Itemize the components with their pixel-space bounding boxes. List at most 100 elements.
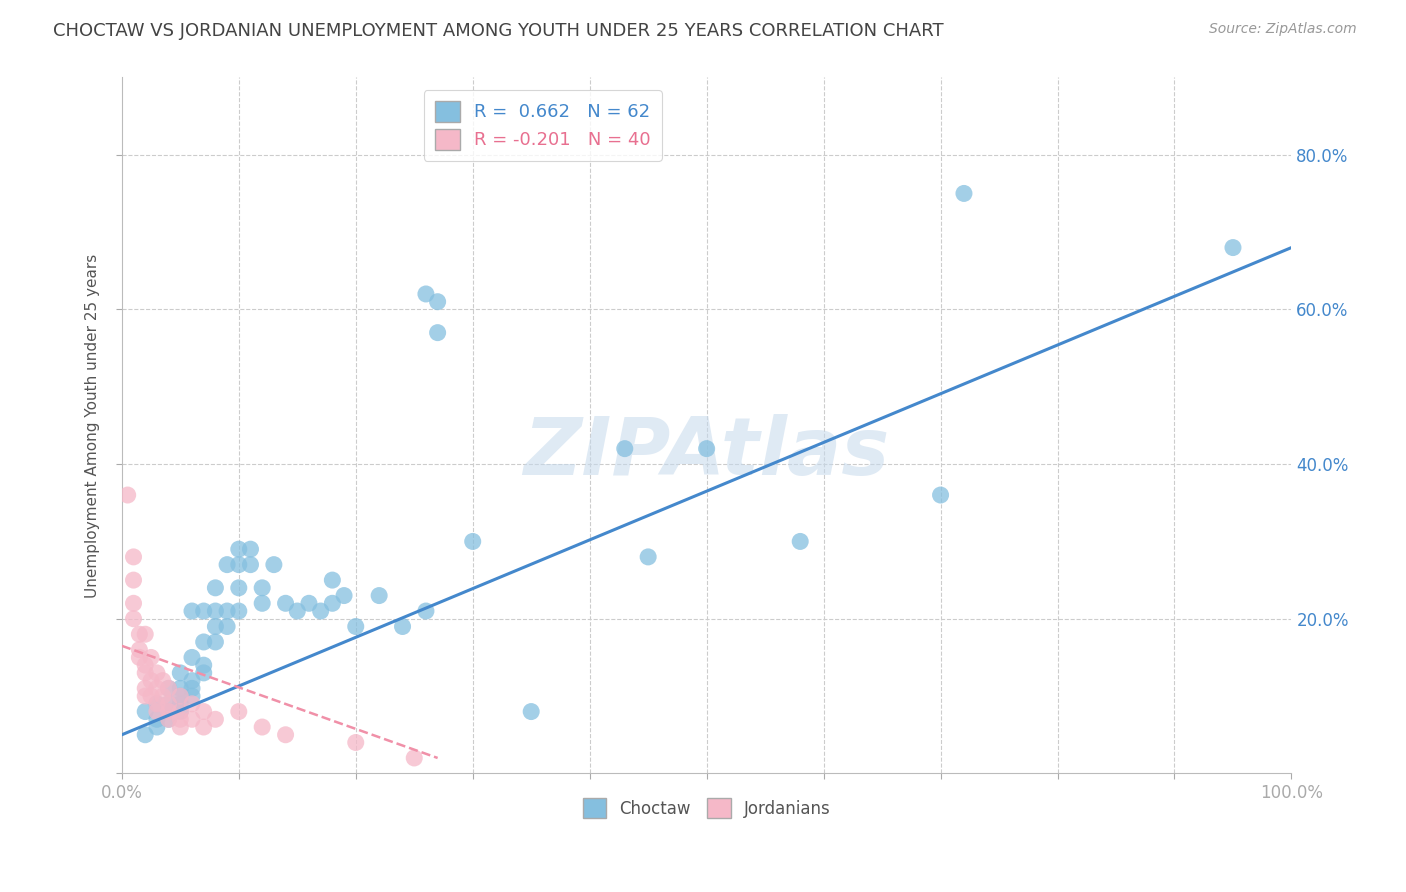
Point [139,689,162,703]
Point [344,619,367,633]
Point [426,294,449,309]
Point [333,589,356,603]
Point [217,604,239,618]
Point [250,581,273,595]
Point [181,689,204,703]
Point [122,549,145,564]
Point [228,705,250,719]
Point [152,689,174,703]
Point [134,665,156,680]
Point [146,697,169,711]
Point [169,720,191,734]
Point [285,604,308,618]
Point [274,728,297,742]
Point [157,697,180,711]
Point [239,542,262,557]
Point [228,542,250,557]
Point [146,697,169,711]
Point [637,549,659,564]
Point [204,581,226,595]
Point [128,650,150,665]
Point [368,589,391,603]
Point [250,720,273,734]
Point [193,635,215,649]
Point [181,712,204,726]
Point [146,712,169,726]
Point [146,665,169,680]
Point [134,658,156,673]
Point [152,673,174,688]
Point [146,705,169,719]
Point [217,558,239,572]
Point [298,596,321,610]
Point [204,619,226,633]
Point [157,712,180,726]
Point [134,728,156,742]
Point [789,534,811,549]
Point [157,705,180,719]
Point [139,650,162,665]
Point [193,604,215,618]
Point [181,681,204,696]
Point [169,697,191,711]
Point [181,673,204,688]
Point [169,712,191,726]
Point [228,558,250,572]
Point [157,681,180,696]
Text: ZIPAtlas: ZIPAtlas [523,414,890,492]
Point [146,720,169,734]
Point [181,697,204,711]
Point [146,681,169,696]
Point [157,712,180,726]
Point [139,673,162,688]
Point [157,681,180,696]
Point [391,619,413,633]
Point [128,627,150,641]
Point [134,627,156,641]
Point [169,665,191,680]
Point [193,665,215,680]
Point [193,720,215,734]
Point [953,186,976,201]
Point [263,558,285,572]
Point [1222,241,1244,255]
Point [122,612,145,626]
Point [134,689,156,703]
Point [228,604,250,618]
Point [204,712,226,726]
Point [426,326,449,340]
Point [404,751,426,765]
Y-axis label: Unemployment Among Youth under 25 years: Unemployment Among Youth under 25 years [86,253,100,598]
Point [193,705,215,719]
Point [696,442,718,456]
Point [117,488,139,502]
Point [157,697,180,711]
Point [228,581,250,595]
Text: Source: ZipAtlas.com: Source: ZipAtlas.com [1209,22,1357,37]
Point [344,735,367,749]
Point [461,534,484,549]
Point [250,596,273,610]
Point [204,635,226,649]
Point [181,604,204,618]
Point [274,596,297,610]
Point [157,705,180,719]
Point [134,705,156,719]
Point [193,658,215,673]
Text: CHOCTAW VS JORDANIAN UNEMPLOYMENT AMONG YOUTH UNDER 25 YEARS CORRELATION CHART: CHOCTAW VS JORDANIAN UNEMPLOYMENT AMONG … [53,22,943,40]
Point [204,604,226,618]
Point [613,442,636,456]
Legend: Choctaw, Jordanians: Choctaw, Jordanians [576,792,838,824]
Point [169,705,191,719]
Point [169,681,191,696]
Point [122,596,145,610]
Point [520,705,543,719]
Point [217,619,239,633]
Point [169,705,191,719]
Point [169,689,191,703]
Point [181,650,204,665]
Point [309,604,332,618]
Point [128,642,150,657]
Point [169,689,191,703]
Point [321,596,343,610]
